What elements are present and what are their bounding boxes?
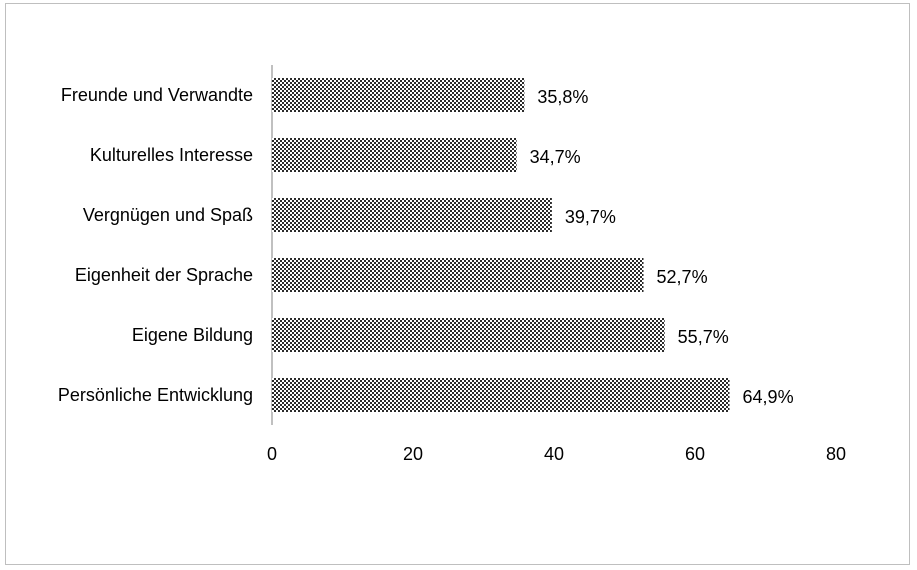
category-label: Persönliche Entwicklung [58,385,253,405]
x-tick-label: 40 [544,444,564,464]
data-label: 34,7% [530,147,581,167]
x-tick-label: 20 [403,444,423,464]
category-label: Kulturelles Interesse [90,145,253,165]
bar [272,258,644,292]
data-label: 55,7% [678,327,729,347]
category-label: Vergnügen und Spaß [83,205,253,225]
x-tick-label: 80 [826,444,846,464]
bar [272,78,525,112]
data-label: 52,7% [657,267,708,287]
bar [272,138,517,172]
data-label: 64,9% [743,387,794,407]
data-label: 35,8% [537,87,588,107]
category-label: Eigenheit der Sprache [75,265,253,285]
bar [272,378,730,412]
x-tick-label: 0 [267,444,277,464]
bar [272,318,665,352]
category-label: Eigene Bildung [132,325,253,345]
data-label: 39,7% [565,207,616,227]
category-label: Freunde und Verwandte [61,85,253,105]
x-tick-label: 60 [685,444,705,464]
bar [272,198,552,232]
